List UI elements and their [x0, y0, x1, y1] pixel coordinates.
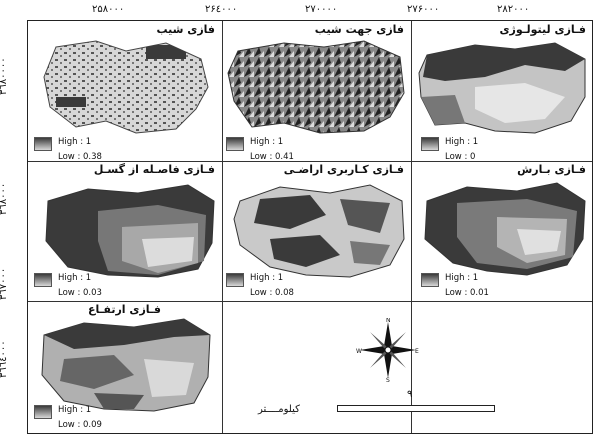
legend-gradient — [421, 137, 439, 151]
legend-high: High : 1 — [445, 273, 479, 283]
legend-gradient — [226, 137, 244, 151]
legend-gradient — [34, 405, 52, 419]
legend-low: Low : 0.38 — [58, 152, 102, 162]
scale-label: کیلومــــتر — [258, 404, 300, 415]
aspect-map — [227, 40, 405, 134]
panel-lithology: فـازی لیتولـوژی High : 1 Low : 0 — [411, 21, 592, 162]
legend-high: High : 1 — [58, 405, 92, 415]
panel-title: فـازی کـاربری اراضـی — [283, 163, 404, 176]
north-arrow-icon: N S W E — [356, 318, 419, 382]
panel-title: فـازی ارتفـاع — [88, 303, 161, 316]
panel-land-use: فـازی کـاربری اراضـی High : 1 Low : 0.08 — [222, 161, 410, 300]
panel-title: فـازی فاصـله از گسـل — [93, 163, 215, 176]
top-coordinate: ۲۷۶۰۰۰ — [407, 4, 440, 15]
legend-gradient — [34, 137, 52, 151]
left-coordinate: ۳٦٦٤۰۰۰ — [0, 340, 9, 378]
grid-line — [28, 161, 592, 162]
top-coordinate: ۲۵۸۰۰۰ — [92, 4, 125, 15]
legend-high: High : 1 — [58, 273, 92, 283]
top-coordinate: ۲۷۰۰۰۰ — [305, 4, 338, 15]
left-coordinate: ۳٦٧۰۰۰ — [0, 267, 9, 300]
grid-line — [411, 21, 412, 433]
top-coordinate: ۲۸۲۰۰۰ — [497, 4, 530, 15]
lithology-map — [418, 42, 586, 134]
slope-map — [43, 40, 209, 134]
legend-high: High : 1 — [58, 137, 92, 147]
panel-title: فـازی بـارش — [517, 163, 586, 176]
land-use-map — [233, 184, 405, 278]
rainfall-map — [424, 182, 586, 276]
compass-e: E — [415, 348, 419, 355]
panel-elevation: فـازی ارتفـاع High : 1 Low : 0.09 — [28, 301, 221, 433]
panel-slope: فازی شیب High : 1 Low : 0.38 — [28, 21, 221, 162]
compass-n: N — [386, 318, 391, 324]
legend-low: Low : 0 — [445, 152, 476, 162]
legend-gradient — [421, 273, 439, 287]
scale-bar — [337, 405, 495, 412]
legend-high: High : 1 — [250, 137, 284, 147]
legend-low: Low : 0.03 — [58, 288, 102, 298]
panel-rainfall: فـازی بـارش High : 1 Low : 0.01 — [411, 161, 592, 300]
left-coordinate: ۳٦٨۰۰۰ — [0, 182, 9, 215]
legend-low: Low : 0.09 — [58, 420, 102, 430]
elevation-map — [41, 318, 211, 412]
grid-line — [28, 301, 592, 302]
fault-distance-map — [45, 184, 215, 278]
grid-line — [222, 21, 223, 433]
compass-w: W — [356, 348, 362, 355]
panel-title: فازی جهت شیب — [314, 23, 404, 36]
legend-low: Low : 0.41 — [250, 152, 294, 162]
legend-high: High : 1 — [250, 273, 284, 283]
legend-high: High : 1 — [445, 137, 479, 147]
left-coordinate: ۳٦٨٠٠٠٠ — [0, 57, 9, 95]
legend-low: Low : 0.01 — [445, 288, 489, 298]
panel-title: فازی شیب — [156, 23, 215, 36]
top-coordinate: ۲۶٤۰۰۰ — [205, 4, 238, 15]
panel-aspect: فازی جهت شیب High : 1 Low : 0.41 — [222, 21, 410, 162]
panel-fault-distance: فـازی فاصـله از گسـل High : 1 Low : 0.03 — [28, 161, 221, 300]
legend-gradient — [226, 273, 244, 287]
panel-title: فـازی لیتولـوژی — [499, 23, 586, 36]
map-frame — [27, 20, 593, 434]
scale-number: ۹ — [407, 389, 413, 400]
legend-low: Low : 0.08 — [250, 288, 294, 298]
legend-gradient — [34, 273, 52, 287]
compass-s: S — [386, 377, 390, 382]
